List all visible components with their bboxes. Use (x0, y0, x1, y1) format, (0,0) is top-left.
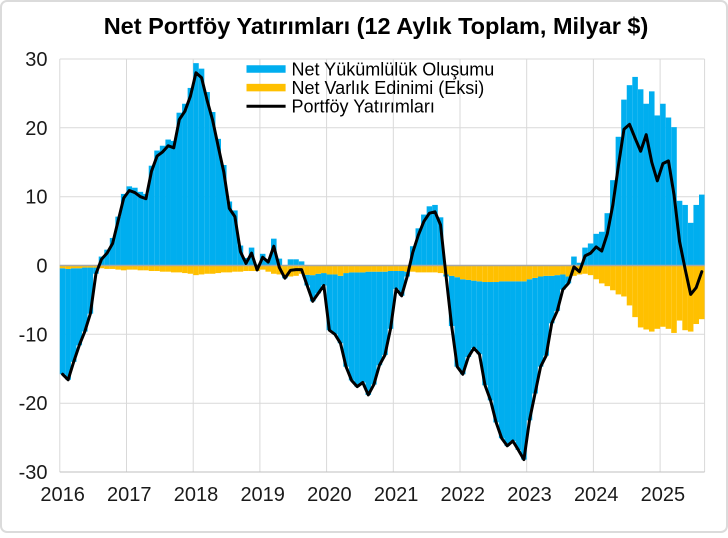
svg-text:Net Portföy Yatırımları (12 Ay: Net Portföy Yatırımları (12 Aylık Toplam… (104, 13, 649, 39)
svg-text:2023: 2023 (507, 484, 552, 506)
svg-text:20: 20 (25, 118, 47, 140)
svg-text:10: 10 (25, 187, 47, 209)
svg-text:30: 30 (25, 49, 47, 71)
svg-text:Net Yükümlülük Oluşumu: Net Yükümlülük Oluşumu (292, 59, 495, 79)
svg-text:2019: 2019 (240, 484, 285, 506)
svg-text:-30: -30 (19, 462, 48, 484)
svg-text:-20: -20 (19, 393, 48, 415)
svg-text:2016: 2016 (40, 484, 85, 506)
svg-text:2024: 2024 (574, 484, 619, 506)
svg-text:2017: 2017 (107, 484, 152, 506)
svg-text:2020: 2020 (307, 484, 352, 506)
svg-text:Portföy Yatırımları: Portföy Yatırımları (292, 97, 435, 117)
svg-text:0: 0 (36, 256, 47, 278)
svg-text:2022: 2022 (441, 484, 486, 506)
svg-text:Net Varlık Edinimi (Eksi): Net Varlık Edinimi (Eksi) (292, 78, 485, 98)
svg-text:-10: -10 (19, 324, 48, 346)
svg-text:2021: 2021 (374, 484, 419, 506)
svg-text:2025: 2025 (641, 484, 686, 506)
svg-text:2018: 2018 (174, 484, 219, 506)
